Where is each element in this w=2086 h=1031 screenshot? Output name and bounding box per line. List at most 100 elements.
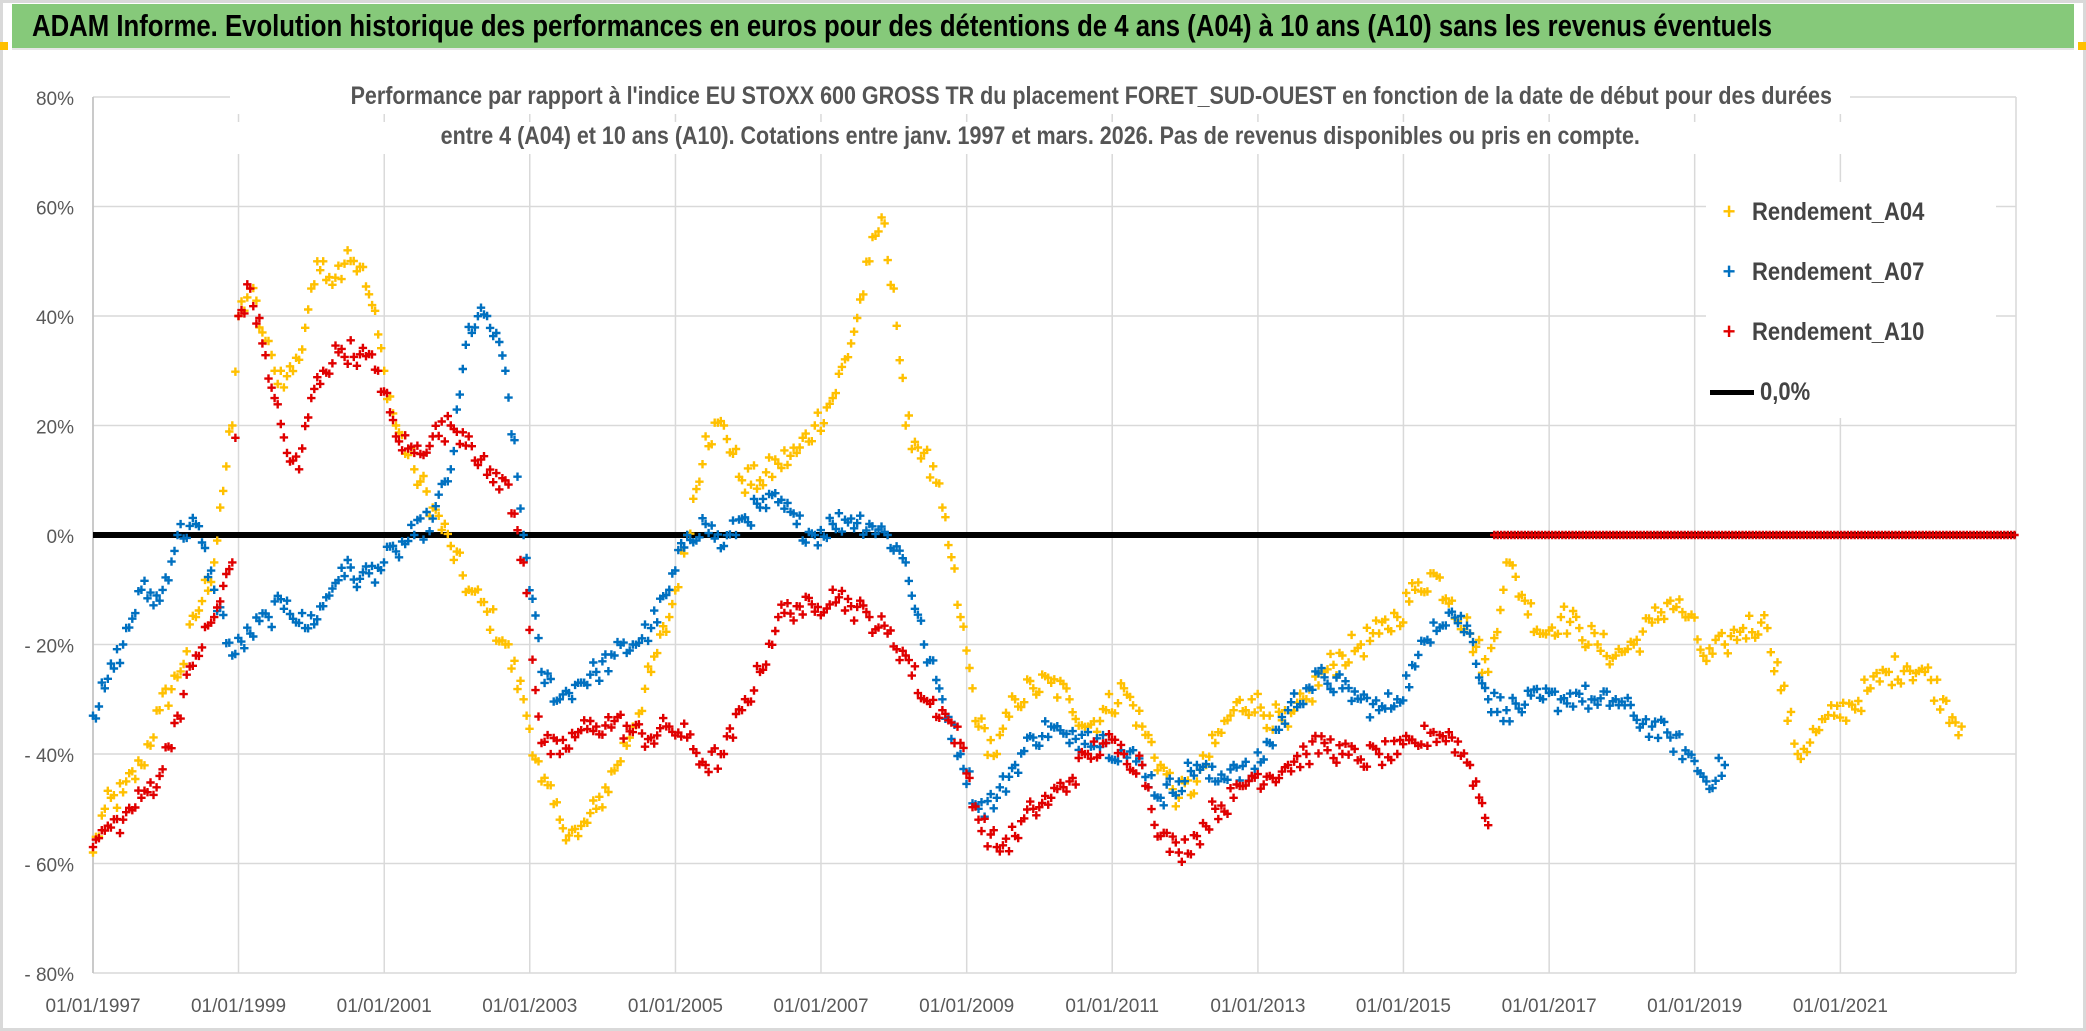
point-a07 (567, 694, 577, 704)
point-a07 (143, 594, 152, 603)
point-a04 (1526, 599, 1536, 608)
point-a07 (131, 608, 140, 618)
point-a04 (1626, 637, 1635, 646)
point-a10 (640, 742, 650, 751)
point-a04 (1556, 612, 1566, 622)
point-a07 (1632, 715, 1641, 725)
point-a10 (1480, 813, 1490, 823)
point-a07 (959, 764, 968, 774)
point-a07 (598, 657, 607, 666)
point-a10 (440, 437, 449, 446)
y-tick-label: 80% (36, 89, 74, 110)
point-a07 (801, 538, 810, 547)
point-a04 (510, 656, 519, 665)
point-a07 (683, 530, 692, 540)
point-a10 (222, 569, 231, 579)
point-a07 (158, 585, 167, 595)
point-a07 (1550, 687, 1560, 696)
point-a04 (1241, 706, 1250, 715)
point-a07 (947, 734, 956, 744)
point-a10 (1305, 759, 1314, 769)
point-a04 (1690, 613, 1699, 622)
point-a04 (1426, 569, 1435, 578)
point-a10 (485, 465, 495, 474)
point-a10 (992, 842, 1001, 852)
point-a10 (1147, 804, 1156, 814)
chart-title-line-2: entre 4 (A04) et 10 ans (A10). Cotations… (230, 122, 1850, 154)
point-a04 (1171, 802, 1180, 811)
point-a10 (1116, 740, 1126, 750)
point-a04 (834, 369, 844, 378)
point-a10 (179, 689, 188, 699)
point-a04 (1335, 648, 1344, 658)
point-a04 (206, 577, 216, 587)
point-a04 (941, 513, 950, 522)
point-a04 (1783, 716, 1792, 725)
point-a07 (528, 594, 537, 603)
point-a10 (213, 603, 222, 612)
point-a10 (1122, 759, 1132, 769)
point-a04 (307, 284, 316, 293)
point-a04 (1490, 633, 1499, 643)
point-a10 (525, 625, 534, 635)
x-tick-label: 01/01/2007 (773, 996, 868, 1017)
point-a04 (901, 421, 910, 430)
point-a04 (883, 255, 892, 265)
point-a07 (1626, 700, 1635, 710)
point-a07 (313, 615, 322, 624)
point-a10 (953, 722, 962, 731)
point-a10 (877, 612, 886, 621)
point-a04 (922, 445, 932, 454)
point-a10 (1353, 756, 1362, 765)
point-a10 (325, 369, 334, 378)
point-a10 (358, 343, 368, 353)
point-a07 (346, 563, 355, 572)
point-a10 (935, 713, 944, 722)
point-a04 (853, 313, 862, 323)
point-a07 (1353, 694, 1362, 703)
point-a10 (704, 767, 713, 777)
point-a10 (489, 478, 498, 487)
point-a04 (1954, 731, 1963, 740)
point-a10 (282, 448, 292, 458)
point-a07 (1714, 753, 1723, 763)
point-a10 (443, 411, 452, 421)
point-a04 (1693, 635, 1702, 644)
point-a10 (1226, 784, 1235, 793)
point-a10 (194, 651, 204, 661)
point-a04 (485, 625, 495, 634)
point-a10 (886, 626, 895, 635)
point-a04 (962, 646, 971, 655)
point-a04 (1805, 738, 1815, 747)
point-a04 (546, 781, 555, 790)
point-a04 (828, 393, 837, 403)
point-a10 (158, 765, 167, 774)
point-a07 (325, 591, 334, 600)
point-a10 (1001, 834, 1011, 843)
point-a10 (786, 609, 795, 618)
point-a04 (913, 443, 923, 452)
point-a10 (558, 735, 568, 745)
point-a07 (1450, 613, 1460, 622)
point-a04 (856, 295, 865, 304)
point-a04 (1493, 627, 1502, 637)
point-a07 (507, 430, 516, 439)
point-a07 (746, 521, 756, 530)
point-a07 (834, 509, 844, 518)
point-a07 (1205, 774, 1214, 783)
point-a07 (1653, 733, 1663, 743)
point-a04 (1262, 723, 1271, 733)
point-a07 (1429, 618, 1438, 627)
point-a04 (674, 583, 683, 592)
point-a04 (1717, 628, 1726, 638)
point-a07 (173, 530, 182, 540)
point-a04 (1702, 656, 1711, 666)
point-a07 (285, 609, 295, 619)
point-a07 (425, 527, 434, 536)
point-a04 (1308, 697, 1317, 706)
point-a07 (695, 533, 704, 542)
point-a07 (479, 310, 489, 319)
point-a04 (179, 659, 188, 669)
point-a10 (291, 452, 301, 461)
point-a07 (210, 585, 219, 594)
